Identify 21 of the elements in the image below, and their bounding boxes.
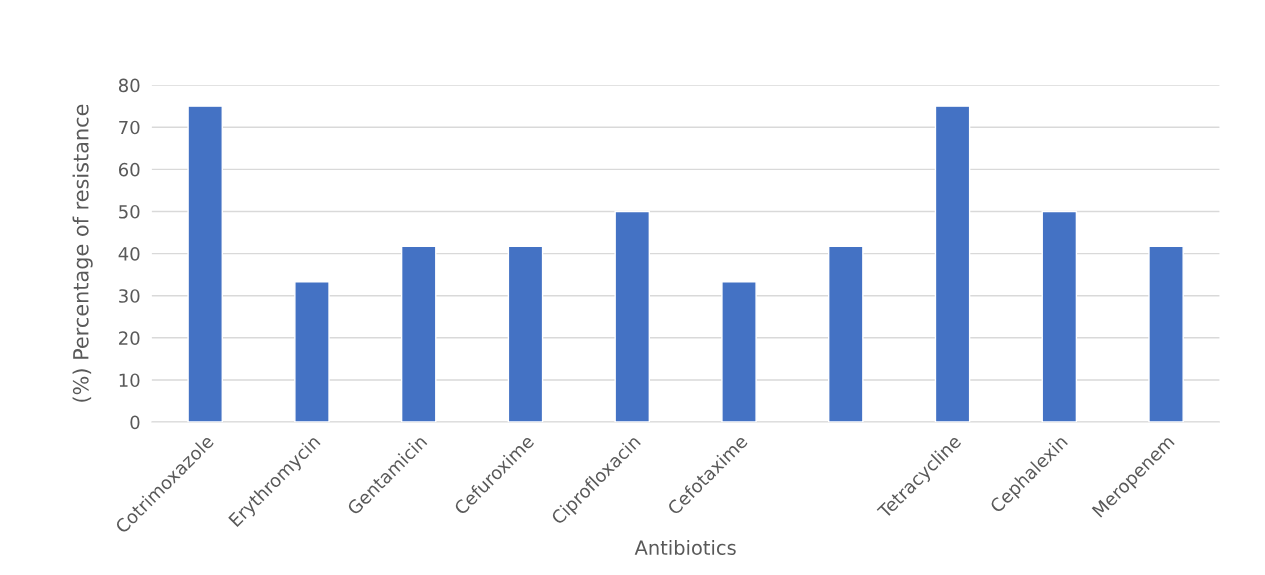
y-tick-label: 40: [118, 247, 140, 261]
bar: [400, 245, 437, 423]
y-tick-label: 30: [119, 289, 140, 303]
x-axis-title: Antibiotics: [634, 539, 736, 556]
bar: [294, 281, 330, 423]
y-tick-label: 10: [119, 373, 140, 388]
y-tick-label: 0: [130, 415, 140, 430]
y-tick-label: 50: [119, 204, 140, 219]
bar: [1041, 210, 1078, 423]
y-tick-label: 20: [119, 331, 140, 345]
bar: [721, 281, 757, 423]
y-tick-label: 60: [118, 162, 140, 177]
bar: [1148, 245, 1184, 423]
bar: [828, 245, 864, 423]
bar: [934, 105, 971, 423]
bar: [187, 105, 223, 423]
y-axis-title: (%) Percentage of resistance: [72, 104, 93, 402]
bar: [614, 210, 651, 423]
y-tick-label: 80: [118, 78, 140, 93]
y-tick-label: 70: [119, 120, 140, 135]
bar: [507, 245, 544, 423]
